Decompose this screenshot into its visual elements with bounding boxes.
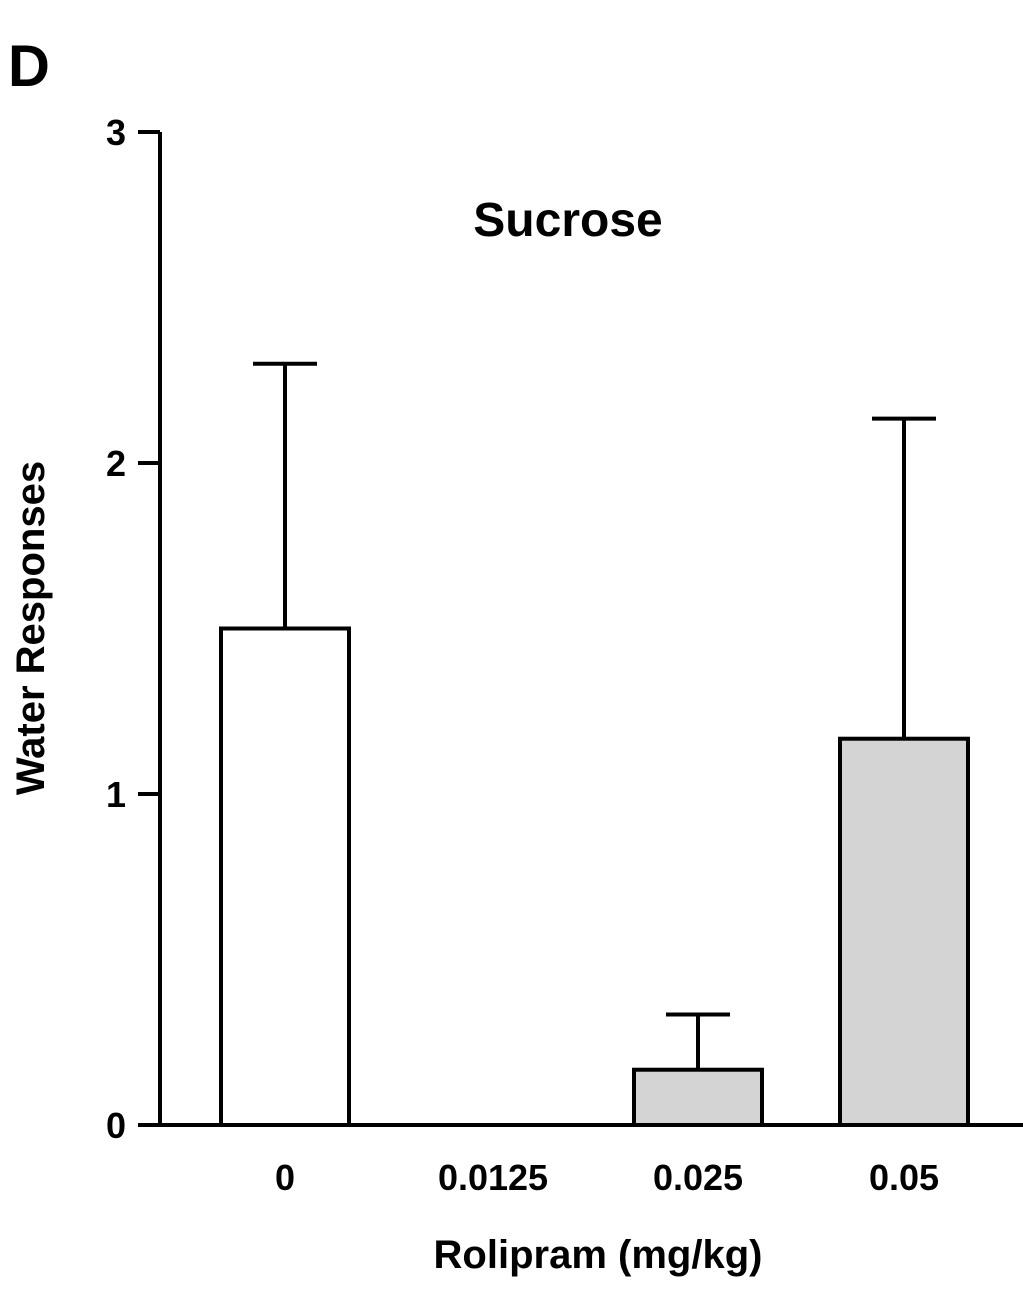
x-axis: 0 0.0125 0.025 0.05 <box>138 1123 1023 1198</box>
bar <box>632 1067 764 1128</box>
y-axis-title: Water Responses <box>9 461 53 795</box>
panel-letter: D <box>8 34 50 99</box>
x-tick-label: 0 <box>275 1157 295 1198</box>
bars <box>219 626 970 1128</box>
y-tick-label: 0 <box>106 1105 126 1146</box>
bar <box>219 626 351 1127</box>
x-tick-label: 0.0125 <box>438 1157 548 1198</box>
y-tick-label: 3 <box>106 112 126 153</box>
x-tick-label: 0.05 <box>869 1157 939 1198</box>
chart-title: Sucrose <box>473 194 662 247</box>
bar <box>838 736 970 1128</box>
x-tick-label: 0.025 <box>653 1157 743 1198</box>
x-axis-title: Rolipram (mg/kg) <box>434 1233 763 1277</box>
error-bars <box>253 361 936 1070</box>
y-tick-label: 1 <box>106 774 126 815</box>
y-axis: 0 1 2 3 <box>106 112 162 1146</box>
y-tick-label: 2 <box>106 443 126 484</box>
